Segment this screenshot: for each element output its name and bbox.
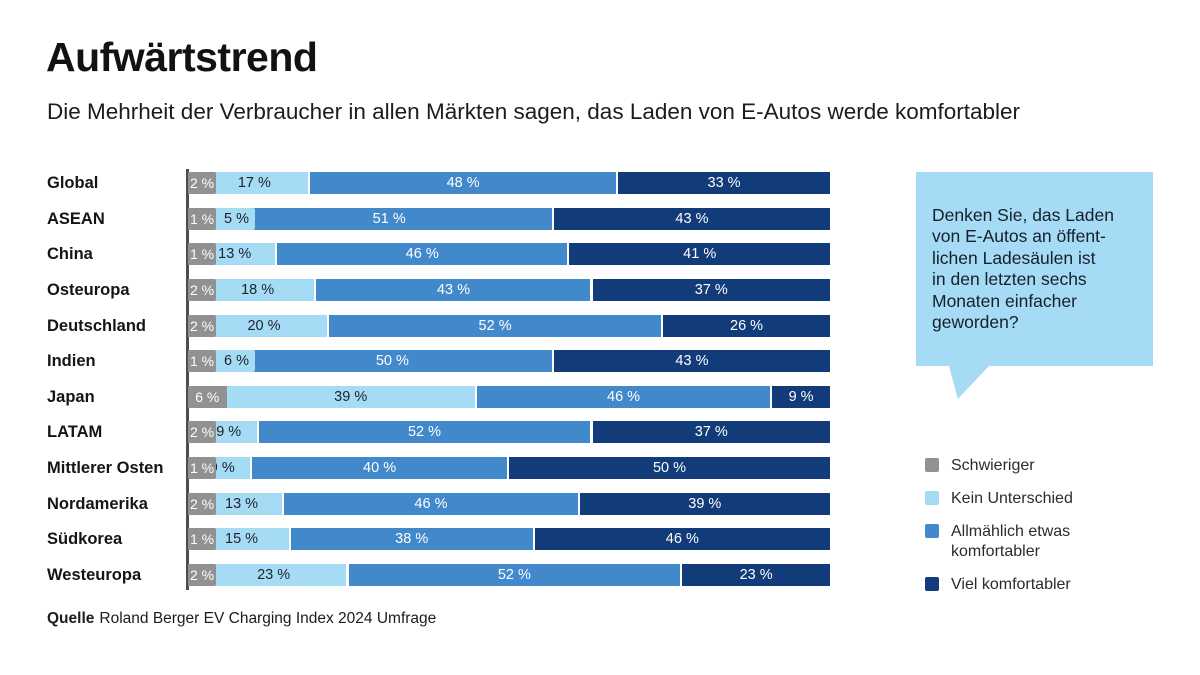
bar-segment: 33 % — [618, 172, 830, 194]
y-axis-line — [186, 169, 189, 590]
bar-track: 2 % 23 % 52 % 23 % — [188, 564, 830, 586]
bar-segment: 13 % — [200, 493, 283, 515]
bar-segment: 17 % — [200, 172, 308, 194]
bar-segment-badge: 1 % — [188, 350, 216, 372]
bar-segment: 39 % — [226, 386, 475, 408]
bar-segment: 48 % — [310, 172, 617, 194]
bar-segment: 51 % — [226, 208, 552, 230]
bar-segment: 38 % — [290, 528, 533, 550]
chart: Global 2 % 17 % 48 % 33 % ASEAN 1 % 5 % 51 % 43 %… — [47, 169, 847, 597]
bar-track: 1 % 13 % 46 % 41 % — [188, 243, 830, 265]
bar-segment: 39 % — [579, 493, 830, 515]
page-title: Aufwärtstrend — [46, 34, 318, 80]
legend-label: Kein Unterschied — [951, 490, 1073, 507]
bar-value-chip: 5 % — [218, 208, 255, 230]
bar-segment: 46 % — [277, 243, 568, 265]
category-label: Nordamerika — [47, 495, 148, 513]
bar-segment: 43 % — [553, 350, 830, 372]
bar-segment-badge: 2 % — [188, 564, 216, 586]
bar-segment-badge: 2 % — [188, 315, 216, 337]
bar-segment-badge: 1 % — [188, 457, 216, 479]
bar-track: 2 % 18 % 43 % 37 % — [188, 279, 830, 301]
bar-segment: 26 % — [663, 315, 830, 337]
bar-segment-badge: 1 % — [188, 528, 216, 550]
legend-label: Schwieriger — [951, 457, 1035, 474]
legend: Schwieriger Kein Unterschied Allmählich et… — [925, 456, 1141, 595]
bar-track: 2 % 17 % 48 % 33 % — [188, 172, 830, 194]
bar-segment: 46 % — [476, 386, 771, 408]
legend-item: Kein Unterschied — [925, 489, 1141, 509]
category-label: Indien — [47, 352, 96, 370]
bar-segment: 23 % — [200, 564, 347, 586]
legend-swatch — [925, 458, 939, 472]
bar-segment-badge: 2 % — [188, 279, 216, 301]
bar-track: 2 % 13 % 46 % 39 % — [188, 493, 830, 515]
bar-segment: 50 % — [509, 457, 830, 479]
question-bubble-tail — [949, 366, 989, 399]
category-label: Osteuropa — [47, 281, 130, 299]
source-text: Roland Berger EV Charging Index 2024 Umf… — [99, 610, 437, 627]
bar-segment: 50 % — [232, 350, 552, 372]
bar-segment-badge: 2 % — [188, 421, 216, 443]
bar-segment: 46 % — [534, 528, 830, 550]
bar-value-chip: 6 % — [218, 350, 255, 372]
legend-label: Viel komfortabler — [951, 576, 1071, 593]
bar-segment: 9 % — [772, 386, 830, 408]
bar-segment-badge: 6 % — [188, 386, 227, 408]
bar-segment-badge: 1 % — [188, 208, 216, 230]
bar-track: 1 % 5 % 51 % 43 % — [188, 208, 830, 230]
bar-track: 2 % 20 % 52 % 26 % — [188, 315, 830, 337]
bar-segment: 43 % — [316, 279, 591, 301]
bar-segment-badge: 2 % — [188, 172, 216, 194]
bar-segment-badge: 2 % — [188, 493, 216, 515]
category-label: Südkorea — [47, 530, 123, 548]
source-label: Quelle — [47, 610, 95, 627]
bar-segment: 15 % — [194, 528, 289, 550]
category-label: Japan — [47, 388, 95, 406]
bar-segment: 41 % — [569, 243, 830, 265]
bar-track: 6 % 39 % 46 % 9 % — [188, 386, 830, 408]
bar-segment: 43 % — [553, 208, 830, 230]
category-label: China — [47, 245, 93, 263]
bar-track: 1 % 9 % 40 % 50 % — [188, 457, 830, 479]
legend-item: Viel komfortabler — [925, 575, 1141, 595]
bar-track: 1 % 6 % 50 % 43 % — [188, 350, 830, 372]
category-label: ASEAN — [47, 210, 105, 228]
bar-segment: 23 % — [682, 564, 830, 586]
bar-segment: 40 % — [252, 457, 507, 479]
bar-segment: 52 % — [348, 564, 681, 586]
bar-segment: 37 % — [592, 421, 830, 443]
legend-label: Allmählich etwas komfortabler — [951, 523, 1071, 560]
bar-segment: 20 % — [200, 315, 328, 337]
bar-segment: 46 % — [284, 493, 578, 515]
page-subtitle: Die Mehrheit der Verbraucher in allen Mä… — [47, 99, 1021, 124]
bar-segment: 52 % — [258, 421, 591, 443]
category-label: LATAM — [47, 423, 103, 441]
legend-swatch — [925, 577, 939, 591]
category-label: Mittlerer Osten — [47, 459, 164, 477]
category-label: Global — [47, 174, 99, 192]
legend-swatch — [925, 524, 939, 538]
bar-track: 1 % 15 % 38 % 46 % — [188, 528, 830, 550]
category-label: Westeuropa — [47, 566, 142, 584]
legend-item: Schwieriger — [925, 456, 1141, 476]
question-bubble-text: Denken Sie, das Laden von E-Autos an öff… — [932, 204, 1114, 333]
legend-swatch — [925, 491, 939, 505]
bar-segment: 37 % — [592, 279, 830, 301]
bar-segment-badge: 1 % — [188, 243, 216, 265]
legend-item: Allmählich etwas komfortabler — [925, 522, 1141, 562]
question-bubble: Denken Sie, das Laden von E-Autos an öff… — [916, 172, 1153, 399]
source-line: Quelle Roland Berger EV Charging Index 20… — [47, 610, 436, 628]
category-label: Deutschland — [47, 317, 147, 335]
bar-track: 2 % 9 % 52 % 37 % — [188, 421, 830, 443]
bar-segment: 52 % — [329, 315, 661, 337]
bar-segment: 18 % — [200, 279, 315, 301]
